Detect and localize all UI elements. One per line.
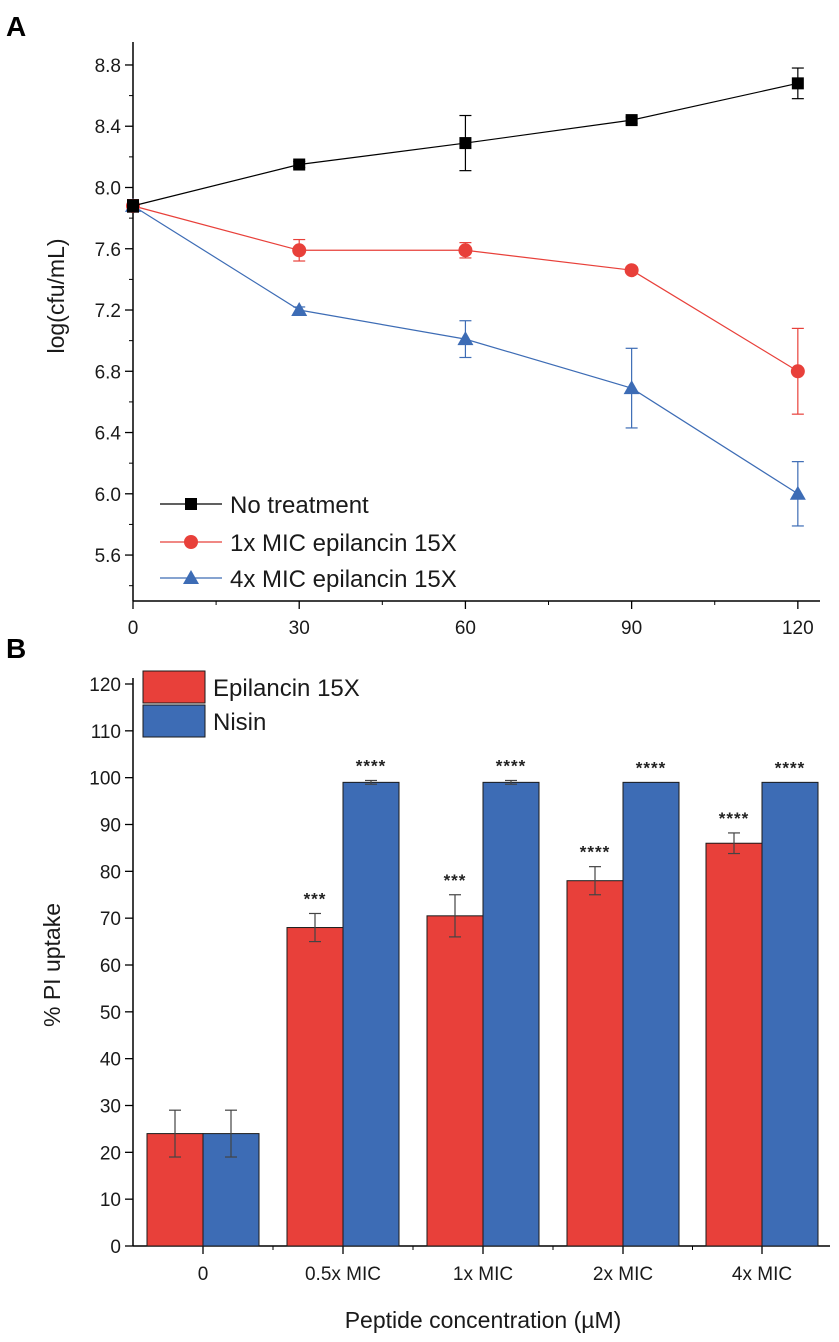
data-point bbox=[789, 485, 806, 500]
data-point bbox=[292, 243, 307, 258]
legend-entry: Epilancin 15X bbox=[142, 670, 360, 704]
x-tick-label: 4x MIC bbox=[732, 1264, 792, 1285]
legend-marker bbox=[184, 535, 198, 549]
data-point bbox=[625, 114, 638, 127]
y-tick-label: 6.0 bbox=[95, 485, 121, 506]
legend-label: Nisin bbox=[213, 709, 266, 736]
y-tick-label: 7.2 bbox=[95, 301, 121, 322]
legend-swatch bbox=[142, 704, 206, 738]
data-point bbox=[457, 331, 474, 346]
line-chart-axes: 5.6 6.0 6.4 6.8 7.2 7.6 8.0 8.4 8.8 0 30 60 90 120 bbox=[95, 42, 820, 639]
data-point bbox=[458, 243, 473, 258]
series-square bbox=[127, 67, 804, 213]
significance-label: *** bbox=[304, 889, 327, 908]
legend-swatch bbox=[142, 670, 206, 704]
data-point bbox=[293, 158, 306, 171]
significance-label: **** bbox=[580, 843, 610, 862]
y-tick-label: 7.6 bbox=[95, 240, 121, 261]
x-tick-label: 0.5x MIC bbox=[305, 1264, 381, 1285]
y-tick-label: 0 bbox=[110, 1237, 121, 1258]
line-chart-series bbox=[125, 67, 806, 527]
legend-entry: 1x MIC epilancin 15X bbox=[160, 530, 457, 557]
x-tick-label: 120 bbox=[782, 618, 814, 639]
legend-marker bbox=[185, 498, 197, 510]
bar bbox=[622, 781, 680, 1247]
legend-label: 4x MIC epilancin 15X bbox=[230, 566, 457, 593]
significance-label: **** bbox=[496, 756, 526, 775]
bar bbox=[426, 915, 484, 1247]
y-tick-label: 20 bbox=[100, 1143, 121, 1164]
y-tick-label: 8.4 bbox=[95, 117, 122, 138]
y-tick-label: 8.8 bbox=[95, 56, 121, 77]
data-point bbox=[623, 380, 640, 395]
data-point bbox=[291, 302, 308, 317]
bar-chart-bars: ****************************** bbox=[146, 756, 819, 1247]
bar bbox=[761, 781, 819, 1247]
series-circle bbox=[126, 198, 805, 415]
bar bbox=[342, 781, 400, 1247]
legend-entry: Nisin bbox=[142, 704, 266, 738]
bar-chart-panel: B 0 10 20 30 40 50 60 70 80 90 100 110 120 0 0.5x MIC 1… bbox=[6, 633, 830, 1333]
data-point bbox=[791, 77, 804, 90]
legend-label: 1x MIC epilancin 15X bbox=[230, 530, 457, 557]
x-tick-label: 60 bbox=[455, 618, 476, 639]
data-point bbox=[459, 137, 472, 150]
x-tick-label: 2x MIC bbox=[593, 1264, 653, 1285]
bar-chart-axes: 0 10 20 30 40 50 60 70 80 90 100 110 120 0 0.5x MIC 1x … bbox=[89, 675, 830, 1285]
data-point bbox=[127, 199, 139, 212]
bar-chart-x-axis-title: Peptide concentration (µM) bbox=[345, 1307, 622, 1333]
significance-label: **** bbox=[356, 756, 386, 775]
y-tick-label: 90 bbox=[100, 816, 121, 837]
y-tick-label: 40 bbox=[100, 1050, 121, 1071]
y-tick-label: 80 bbox=[100, 862, 121, 883]
legend-label: Epilancin 15X bbox=[213, 675, 360, 702]
data-point bbox=[624, 263, 639, 278]
y-tick-label: 6.4 bbox=[95, 424, 122, 445]
significance-label: *** bbox=[444, 871, 467, 890]
y-tick-label: 50 bbox=[100, 1003, 121, 1024]
bar bbox=[286, 927, 344, 1247]
bar-chart-legend: Epilancin 15X Nisin bbox=[142, 670, 360, 738]
line-chart-y-axis-title: log(cfu/mL) bbox=[43, 238, 69, 353]
y-tick-label: 120 bbox=[89, 675, 121, 696]
line-chart-panel: A 5.66.06.46.87.27.68.08.48.80 30 60 90 120 … bbox=[6, 11, 820, 639]
legend-label: No treatment bbox=[230, 492, 369, 519]
bar bbox=[482, 781, 540, 1247]
legend-marker bbox=[183, 570, 199, 584]
y-tick-label: 10 bbox=[100, 1190, 121, 1211]
x-tick-label: 90 bbox=[621, 618, 642, 639]
data-point bbox=[790, 364, 805, 379]
y-tick-label: 110 bbox=[91, 722, 121, 743]
significance-label: **** bbox=[775, 758, 805, 777]
x-tick-label: 30 bbox=[289, 618, 310, 639]
significance-label: **** bbox=[636, 758, 666, 777]
y-tick-label: 60 bbox=[100, 956, 121, 977]
panel-label-b: B bbox=[6, 633, 26, 664]
significance-label: **** bbox=[719, 809, 749, 828]
bar-chart-y-axis-title: % PI uptake bbox=[39, 903, 65, 1027]
y-tick-label: 70 bbox=[100, 909, 121, 930]
y-tick-label: 100 bbox=[89, 769, 121, 790]
line-chart-legend: No treatment 1x MIC epilancin 15X 4x MIC e… bbox=[160, 492, 457, 593]
y-tick-label: 6.8 bbox=[95, 362, 121, 383]
panel-label-a: A bbox=[6, 11, 26, 42]
x-tick-label: 1x MIC bbox=[453, 1264, 513, 1285]
x-tick-label: 0 bbox=[128, 618, 139, 639]
bar bbox=[566, 880, 624, 1247]
y-tick-label: 5.6 bbox=[95, 546, 121, 567]
legend-entry: 4x MIC epilancin 15X bbox=[160, 566, 457, 593]
x-tick-label: 0 bbox=[198, 1264, 209, 1285]
y-tick-label: 8.0 bbox=[95, 178, 121, 199]
bar bbox=[705, 842, 763, 1247]
y-tick-label: 30 bbox=[100, 1097, 121, 1118]
legend-entry: No treatment bbox=[160, 492, 369, 519]
